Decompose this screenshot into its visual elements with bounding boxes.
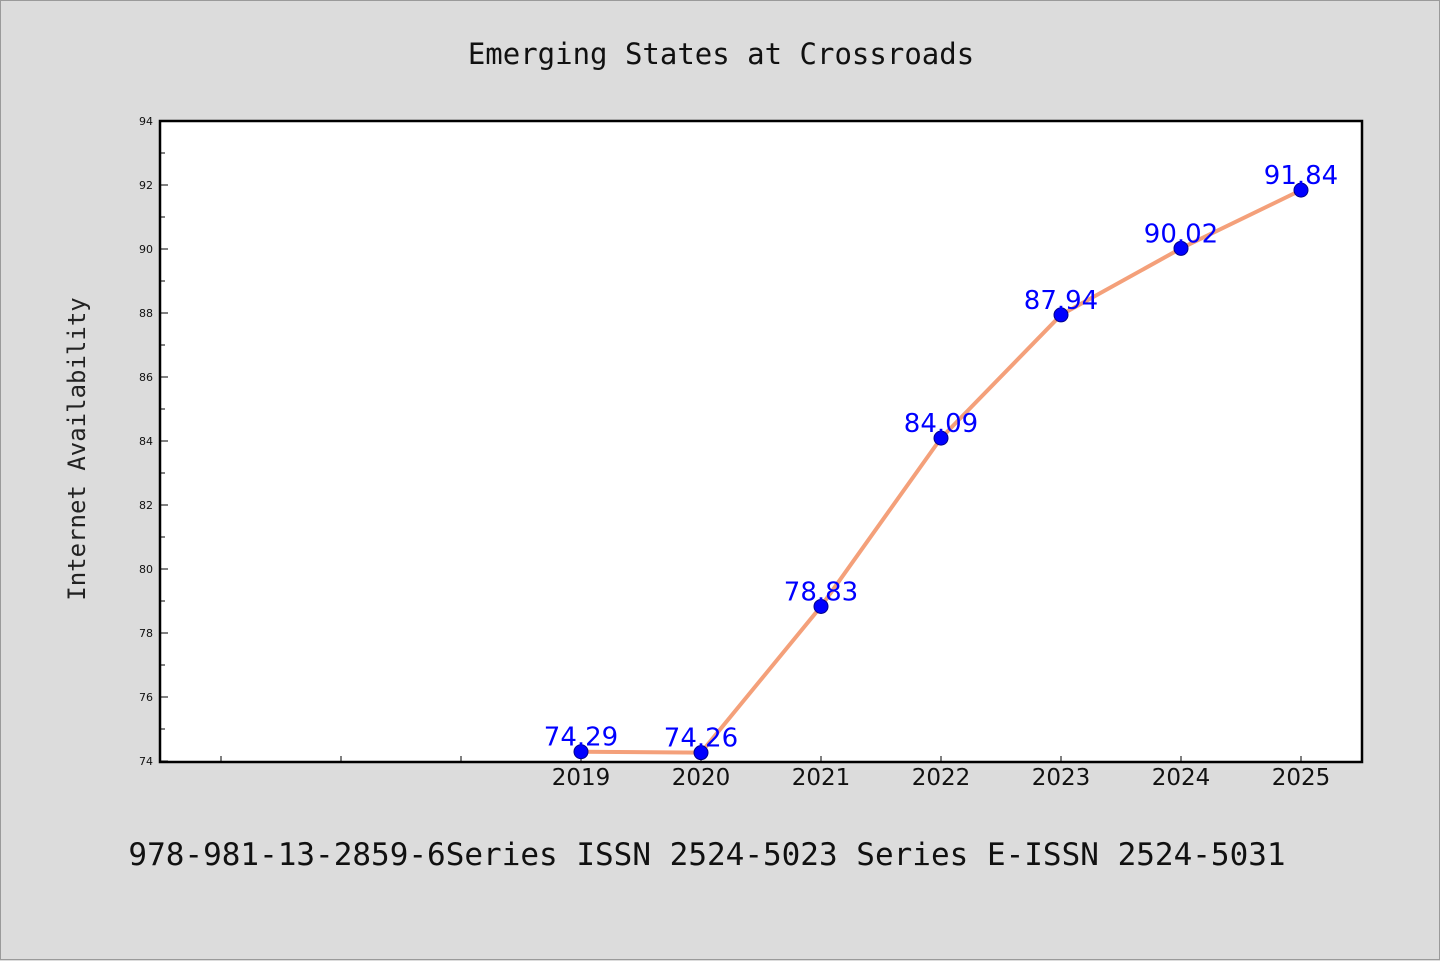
x-tick-label: 2024 xyxy=(1152,765,1211,791)
y-tick-label: 78 xyxy=(139,627,153,640)
y-tick-label: 84 xyxy=(139,435,153,448)
y-tick-label: 74 xyxy=(139,755,153,768)
data-label: 87.94 xyxy=(1024,286,1098,316)
y-tick-label: 92 xyxy=(139,179,153,192)
x-tick-label: 2025 xyxy=(1272,765,1331,791)
data-point xyxy=(573,744,589,760)
data-label: 78.83 xyxy=(784,577,858,607)
data-point xyxy=(813,598,829,614)
x-tick-label: 2022 xyxy=(912,765,971,791)
y-tick-label: 80 xyxy=(139,563,153,576)
data-label: 74.26 xyxy=(664,724,738,754)
x-tick-label: 2020 xyxy=(672,765,731,791)
data-label: 74.29 xyxy=(544,723,618,753)
x-tick-label: 2023 xyxy=(1032,765,1091,791)
data-label: 84.09 xyxy=(904,409,978,439)
y-tick-label: 86 xyxy=(139,371,153,384)
y-tick-label: 82 xyxy=(139,499,153,512)
y-tick-label: 88 xyxy=(139,307,153,320)
data-point xyxy=(933,430,949,446)
data-point xyxy=(693,745,709,761)
data-label: 90.02 xyxy=(1144,219,1218,249)
data-label: 91.84 xyxy=(1264,161,1338,191)
x-axis: 2019 2020 2021 2022 2023 2024 2025 xyxy=(220,756,1331,791)
y-tick-label: 94 xyxy=(139,115,153,128)
series xyxy=(573,182,1309,761)
x-tick-label: 2021 xyxy=(792,765,851,791)
data-labels: 74.29 74.26 78.83 84.09 87.94 90.02 91.84 xyxy=(544,161,1338,754)
y-tick-label: 90 xyxy=(139,243,153,256)
y-tick-label: 76 xyxy=(139,691,153,704)
data-point xyxy=(1053,307,1069,323)
plot-area xyxy=(158,119,1364,764)
y-axis: 74 76 78 80 82 84 86 88 90 92 94 xyxy=(139,115,168,768)
x-tick-label: 2019 xyxy=(552,765,611,791)
data-point xyxy=(1293,182,1309,198)
y-axis-label: Internet Availability xyxy=(63,297,91,600)
data-point xyxy=(1173,240,1189,256)
chart-title: Emerging States at Crossroads xyxy=(468,37,974,71)
footer-isbn-text: 978-981-13-2859-6Series ISSN 2524-5023 S… xyxy=(128,837,1285,873)
